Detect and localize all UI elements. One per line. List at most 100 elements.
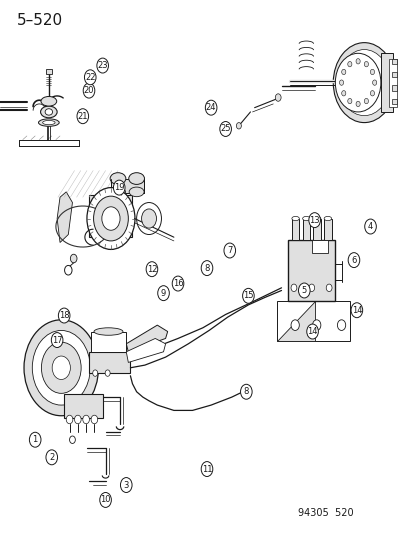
Circle shape	[325, 284, 331, 292]
Text: 8: 8	[243, 387, 248, 396]
Circle shape	[308, 213, 320, 228]
Circle shape	[242, 288, 254, 303]
Circle shape	[201, 462, 212, 477]
Circle shape	[146, 262, 157, 277]
Text: 18: 18	[59, 311, 69, 320]
FancyBboxPatch shape	[111, 179, 144, 193]
Circle shape	[70, 254, 77, 263]
Ellipse shape	[128, 173, 144, 184]
Text: 24: 24	[205, 103, 216, 112]
Text: 6: 6	[351, 256, 356, 264]
Text: 15: 15	[242, 292, 253, 300]
Circle shape	[223, 243, 235, 258]
Circle shape	[84, 70, 96, 85]
Circle shape	[350, 303, 362, 318]
FancyBboxPatch shape	[392, 59, 396, 64]
Circle shape	[370, 69, 374, 75]
FancyBboxPatch shape	[89, 195, 132, 237]
Ellipse shape	[38, 119, 59, 126]
Circle shape	[201, 261, 212, 276]
Circle shape	[306, 324, 318, 339]
Circle shape	[32, 330, 90, 405]
FancyBboxPatch shape	[392, 99, 396, 104]
Text: 14: 14	[306, 327, 317, 336]
Circle shape	[113, 180, 125, 195]
Circle shape	[77, 109, 88, 124]
Text: 7: 7	[227, 246, 232, 255]
Circle shape	[290, 284, 296, 292]
Ellipse shape	[41, 96, 57, 106]
Ellipse shape	[302, 216, 309, 221]
Ellipse shape	[40, 106, 57, 118]
Circle shape	[91, 415, 97, 424]
Circle shape	[339, 80, 343, 85]
Circle shape	[105, 370, 110, 376]
Circle shape	[205, 100, 216, 115]
FancyBboxPatch shape	[291, 219, 299, 240]
Polygon shape	[126, 338, 165, 362]
Circle shape	[64, 265, 72, 275]
Circle shape	[308, 284, 314, 292]
FancyBboxPatch shape	[64, 394, 103, 418]
Circle shape	[74, 415, 81, 424]
Circle shape	[100, 492, 111, 507]
Text: 8: 8	[204, 264, 209, 272]
Ellipse shape	[323, 216, 331, 221]
Circle shape	[370, 91, 374, 96]
Polygon shape	[277, 301, 314, 341]
Text: 4: 4	[367, 222, 372, 231]
Circle shape	[41, 342, 81, 393]
Text: 12: 12	[146, 265, 157, 273]
FancyBboxPatch shape	[311, 240, 328, 253]
Circle shape	[335, 53, 380, 112]
Text: 2: 2	[49, 453, 54, 462]
Circle shape	[83, 415, 89, 424]
Circle shape	[236, 123, 241, 129]
Text: 19: 19	[114, 183, 124, 192]
Circle shape	[298, 283, 309, 298]
Polygon shape	[57, 192, 72, 243]
Circle shape	[341, 69, 345, 75]
FancyBboxPatch shape	[89, 352, 130, 373]
Text: 23: 23	[97, 61, 108, 70]
Circle shape	[347, 253, 359, 268]
FancyBboxPatch shape	[287, 240, 335, 301]
Polygon shape	[126, 325, 167, 352]
Circle shape	[338, 50, 389, 116]
Circle shape	[372, 80, 376, 85]
Text: 9: 9	[161, 289, 166, 297]
Text: 5–520: 5–520	[17, 13, 62, 28]
Circle shape	[83, 83, 95, 98]
Circle shape	[337, 320, 345, 330]
Text: 16: 16	[172, 279, 183, 288]
FancyBboxPatch shape	[277, 301, 349, 341]
Ellipse shape	[110, 187, 125, 197]
Circle shape	[97, 58, 108, 73]
Circle shape	[93, 196, 128, 241]
FancyBboxPatch shape	[392, 85, 396, 91]
Circle shape	[66, 415, 73, 424]
Circle shape	[29, 432, 41, 447]
Circle shape	[240, 384, 252, 399]
Circle shape	[51, 333, 63, 348]
FancyBboxPatch shape	[388, 59, 396, 107]
Circle shape	[141, 209, 156, 228]
Ellipse shape	[110, 173, 126, 184]
Ellipse shape	[313, 216, 320, 221]
Text: 94305  520: 94305 520	[297, 508, 353, 518]
Text: 3: 3	[123, 481, 128, 489]
FancyBboxPatch shape	[323, 219, 331, 240]
FancyBboxPatch shape	[380, 53, 392, 112]
Circle shape	[363, 99, 368, 104]
Ellipse shape	[291, 216, 299, 221]
Text: 21: 21	[77, 112, 88, 120]
Circle shape	[58, 308, 70, 323]
Circle shape	[290, 320, 299, 330]
FancyBboxPatch shape	[46, 69, 52, 74]
Circle shape	[347, 61, 351, 67]
Circle shape	[332, 43, 394, 123]
Circle shape	[312, 320, 320, 330]
Text: 20: 20	[83, 86, 94, 95]
Text: 13: 13	[309, 216, 319, 224]
Circle shape	[157, 286, 169, 301]
